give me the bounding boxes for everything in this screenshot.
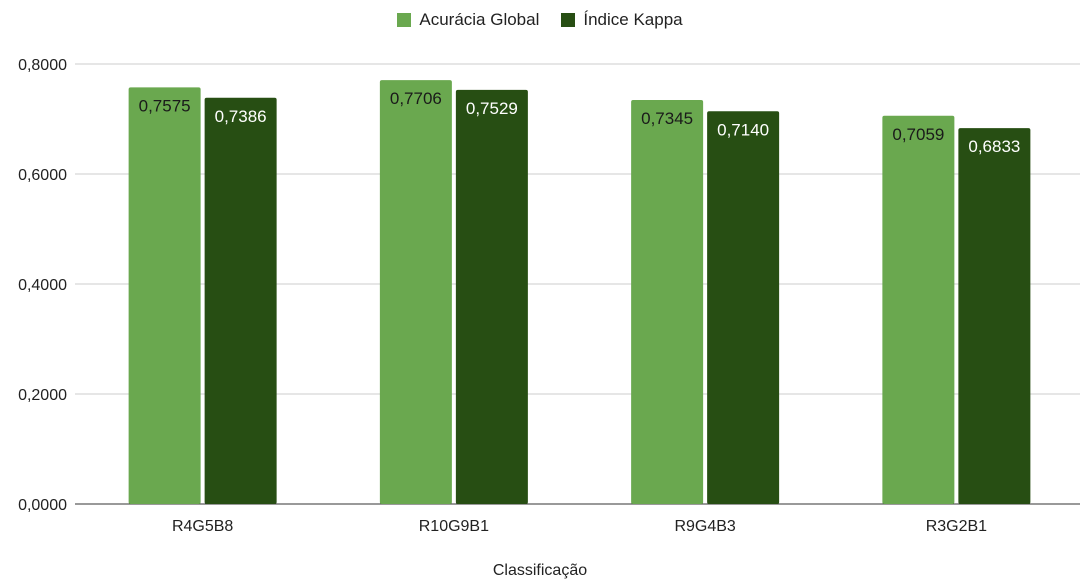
bar-indice-kappa [455, 89, 528, 504]
bar-data-label: 0,7575 [139, 96, 191, 115]
x-tick-label: R10G9B1 [419, 518, 489, 535]
bar-data-label: 0,7386 [215, 107, 267, 126]
y-tick-label: 0,6000 [18, 167, 67, 184]
bar-data-label: 0,7140 [717, 120, 769, 139]
y-tick-label: 0,0000 [18, 497, 67, 514]
bar-data-label: 0,7059 [892, 125, 944, 144]
bar-acuracia-global [379, 80, 452, 505]
bar-data-label: 0,7529 [466, 99, 518, 118]
bar-data-label: 0,7706 [390, 89, 442, 108]
y-tick-label: 0,8000 [18, 57, 67, 74]
x-tick-label: R4G5B8 [172, 518, 233, 535]
legend-label-indice-kappa: Índice Kappa [583, 10, 683, 29]
y-tick-label: 0,4000 [18, 277, 67, 294]
x-axis-title: Classificação [492, 562, 588, 579]
bar-acuracia-global [882, 115, 955, 504]
legend-swatch-indice-kappa [561, 13, 576, 27]
legend-item-indice-kappa: Índice Kappa [561, 10, 683, 30]
bar-indice-kappa [707, 111, 780, 505]
bar-indice-kappa [958, 128, 1031, 504]
x-tick-label: R9G4B3 [674, 518, 735, 535]
legend: Acurácia Global Índice Kappa [0, 10, 1080, 30]
legend-label-acuracia-global: Acurácia Global [419, 10, 540, 29]
bar-acuracia-global [631, 100, 704, 505]
x-tick-label: R3G2B1 [926, 518, 987, 535]
legend-item-acuracia-global: Acurácia Global [397, 10, 539, 30]
bar-acuracia-global [128, 87, 201, 504]
legend-swatch-acuracia-global [397, 13, 412, 27]
bar-indice-kappa [204, 97, 277, 505]
bar-data-label: 0,6833 [968, 137, 1020, 156]
y-tick-label: 0,2000 [18, 387, 67, 404]
bar-data-label: 0,7345 [641, 109, 693, 128]
